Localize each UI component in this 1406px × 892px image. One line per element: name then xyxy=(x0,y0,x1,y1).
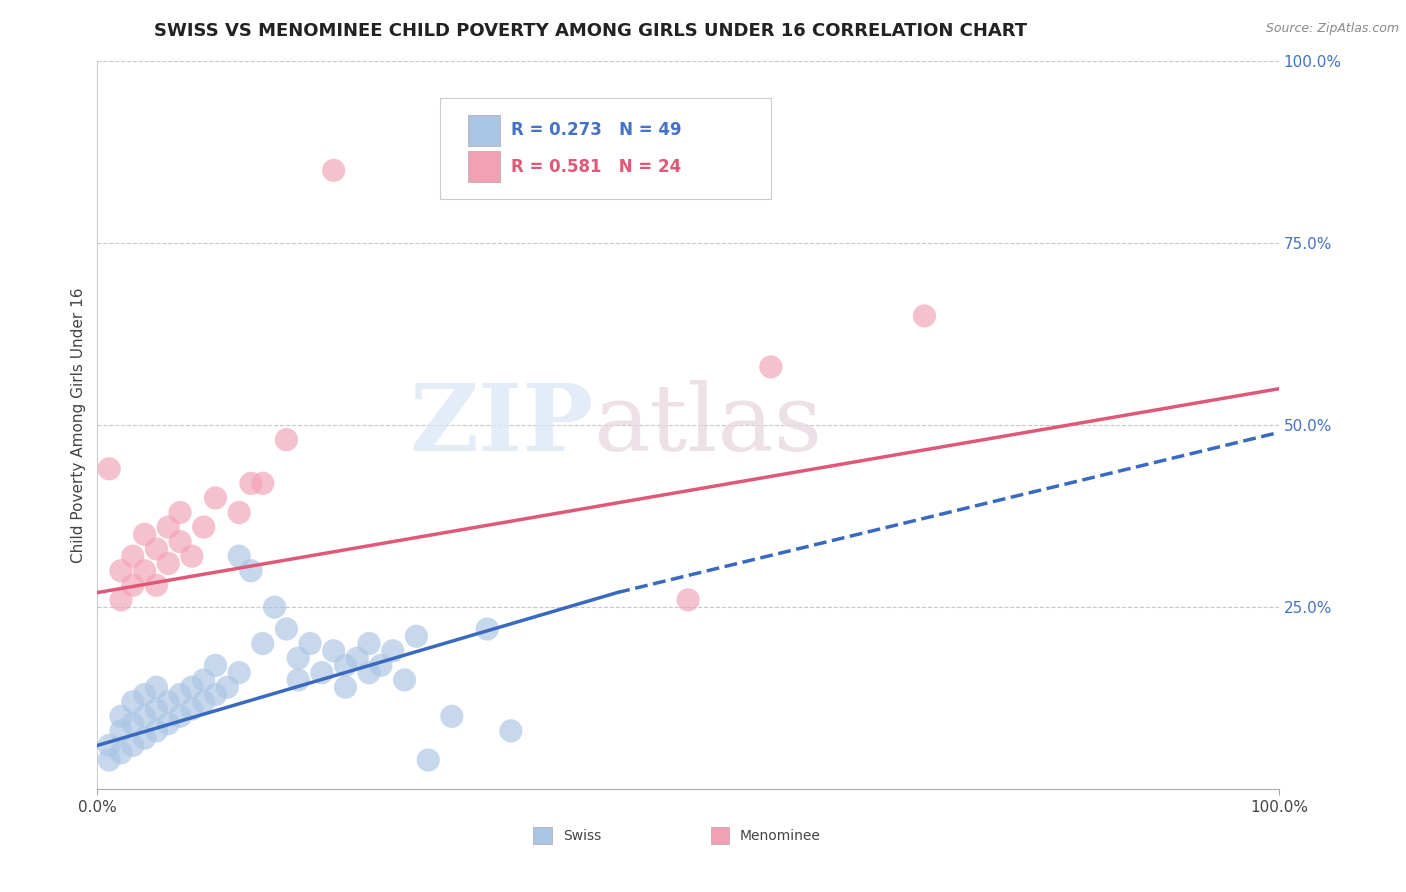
Point xyxy=(228,665,250,680)
Point xyxy=(145,723,167,738)
Point xyxy=(418,753,440,767)
FancyBboxPatch shape xyxy=(533,827,553,845)
Point xyxy=(287,673,309,687)
Point xyxy=(228,549,250,564)
Point xyxy=(499,723,522,738)
Point xyxy=(204,658,226,673)
Point xyxy=(193,673,215,687)
FancyBboxPatch shape xyxy=(710,827,730,845)
Point xyxy=(98,462,121,476)
Point xyxy=(134,709,156,723)
Point xyxy=(299,636,322,650)
Point xyxy=(157,557,180,571)
Point xyxy=(121,695,143,709)
Point xyxy=(180,702,202,716)
Point xyxy=(276,433,298,447)
Point xyxy=(193,520,215,534)
Point xyxy=(263,600,285,615)
Point xyxy=(157,520,180,534)
Point xyxy=(121,716,143,731)
Point xyxy=(134,564,156,578)
Point xyxy=(169,709,191,723)
Point xyxy=(405,629,427,643)
Point xyxy=(287,651,309,665)
Point xyxy=(370,658,392,673)
Point xyxy=(239,564,262,578)
Text: R = 0.273   N = 49: R = 0.273 N = 49 xyxy=(510,121,682,139)
Point xyxy=(169,534,191,549)
Point xyxy=(193,695,215,709)
Point xyxy=(477,622,499,636)
Text: Swiss: Swiss xyxy=(562,830,602,844)
Point xyxy=(239,476,262,491)
Point xyxy=(228,506,250,520)
Point xyxy=(98,739,121,753)
FancyBboxPatch shape xyxy=(468,152,501,182)
Point xyxy=(311,665,333,680)
Point xyxy=(134,731,156,746)
Point xyxy=(394,673,416,687)
Point xyxy=(169,506,191,520)
Point xyxy=(169,688,191,702)
Point xyxy=(335,658,357,673)
Point xyxy=(346,651,368,665)
Point xyxy=(180,680,202,694)
Point xyxy=(145,680,167,694)
Text: ZIP: ZIP xyxy=(409,380,593,470)
Point xyxy=(359,665,381,680)
Point xyxy=(145,541,167,556)
FancyBboxPatch shape xyxy=(468,115,501,145)
Point xyxy=(98,753,121,767)
Text: atlas: atlas xyxy=(593,380,823,470)
Point xyxy=(217,680,239,694)
Point xyxy=(322,163,344,178)
Text: Source: ZipAtlas.com: Source: ZipAtlas.com xyxy=(1265,22,1399,36)
Point xyxy=(322,644,344,658)
Point xyxy=(759,359,782,374)
Point xyxy=(440,709,463,723)
Point xyxy=(359,636,381,650)
Point xyxy=(110,723,132,738)
Point xyxy=(204,688,226,702)
Point xyxy=(252,476,274,491)
Point xyxy=(121,549,143,564)
Point xyxy=(381,644,404,658)
Y-axis label: Child Poverty Among Girls Under 16: Child Poverty Among Girls Under 16 xyxy=(72,287,86,563)
Point xyxy=(121,578,143,592)
Point xyxy=(914,309,936,323)
Point xyxy=(134,688,156,702)
Point xyxy=(676,592,699,607)
Point xyxy=(110,564,132,578)
Point xyxy=(110,592,132,607)
FancyBboxPatch shape xyxy=(440,97,770,200)
Text: Menominee: Menominee xyxy=(740,830,821,844)
Point xyxy=(134,527,156,541)
Point xyxy=(204,491,226,505)
Text: R = 0.581   N = 24: R = 0.581 N = 24 xyxy=(510,158,681,176)
Point xyxy=(110,709,132,723)
Point xyxy=(157,716,180,731)
Text: SWISS VS MENOMINEE CHILD POVERTY AMONG GIRLS UNDER 16 CORRELATION CHART: SWISS VS MENOMINEE CHILD POVERTY AMONG G… xyxy=(155,22,1026,40)
Point xyxy=(121,739,143,753)
Point xyxy=(145,578,167,592)
Point xyxy=(335,680,357,694)
Point xyxy=(110,746,132,760)
Point xyxy=(180,549,202,564)
Point xyxy=(157,695,180,709)
Point xyxy=(252,636,274,650)
Point xyxy=(276,622,298,636)
Point xyxy=(145,702,167,716)
